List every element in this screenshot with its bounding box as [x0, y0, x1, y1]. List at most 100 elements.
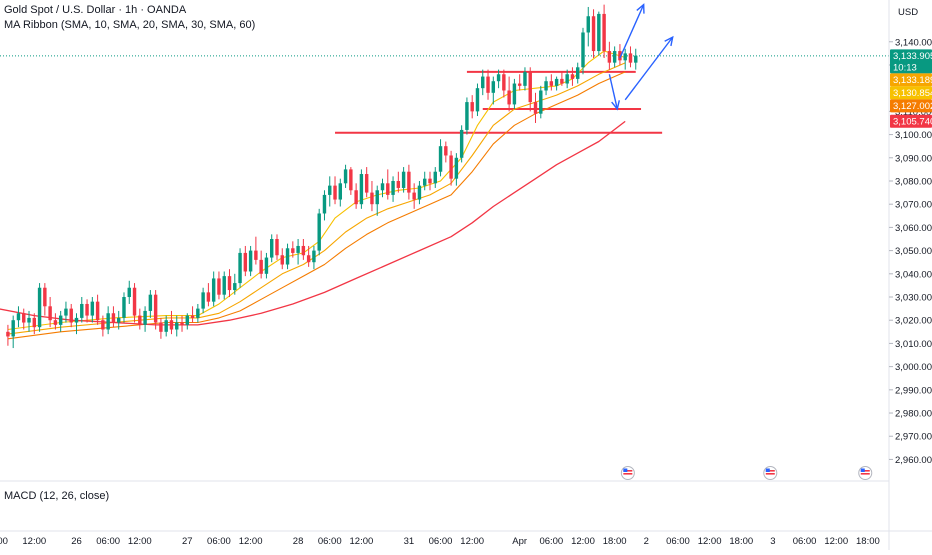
candle-body: [64, 308, 68, 316]
candle-body: [539, 90, 543, 114]
candle-body: [159, 322, 163, 332]
candle-body: [349, 169, 353, 191]
candle-body: [549, 81, 554, 86]
candle-body: [602, 13, 606, 52]
candle-body: [322, 194, 327, 214]
x-tick-label: 3: [770, 536, 775, 547]
candle-body: [53, 320, 58, 325]
candle-body: [612, 51, 617, 63]
candle-body: [169, 320, 174, 330]
y-tick-label: 2,960.000: [895, 455, 932, 466]
candle-body: [475, 88, 480, 112]
ma-line-sma-10: [7, 50, 626, 331]
candle-body: [269, 239, 274, 258]
x-tick-label: 06:00: [429, 536, 453, 547]
candle-body: [196, 308, 200, 318]
candle-body: [591, 16, 596, 52]
x-tick-label: 06:00: [96, 536, 120, 547]
candle-body: [333, 185, 337, 200]
projection-arrow-line[interactable]: [619, 4, 645, 59]
indicator-legend[interactable]: MA Ribbon (SMA, 10, SMA, 20, SMA, 30, SM…: [4, 19, 256, 31]
candle-body: [101, 320, 105, 330]
candle-body: [285, 248, 290, 265]
candle-body: [459, 129, 464, 158]
us-flag-stripe-icon: [623, 470, 633, 472]
candle-body: [95, 301, 100, 321]
x-tick-label: 06:00: [318, 536, 342, 547]
y-tick-label: 3,000.000: [895, 362, 932, 373]
price-tag[interactable]: [890, 73, 932, 87]
candle-body: [481, 76, 485, 89]
us-flag-canton-icon: [765, 468, 770, 472]
candle-body: [386, 183, 390, 195]
candle-body: [444, 146, 448, 156]
price-tag-countdown: 10:13: [893, 62, 917, 73]
y-tick-label: 2,970.000: [895, 432, 932, 443]
candle-body: [58, 315, 63, 325]
candle-body: [623, 53, 627, 61]
projection-arrow-line[interactable]: [624, 36, 674, 101]
candle-body: [565, 74, 569, 84]
y-tick-label: 3,080.000: [895, 176, 932, 187]
price-tag[interactable]: [890, 114, 932, 128]
candle-body: [433, 171, 437, 184]
x-tick-label: 2: [644, 536, 649, 547]
candle-body: [43, 287, 47, 307]
projection-arrowhead: [636, 3, 645, 14]
candle-body: [306, 255, 311, 263]
x-tick-label: 28: [293, 536, 304, 547]
y-tick-label: 3,010.000: [895, 339, 932, 350]
candle-body: [238, 252, 242, 284]
candle-body: [470, 102, 474, 112]
candle-body: [465, 102, 469, 130]
candle-body: [428, 178, 432, 184]
candle-body: [581, 32, 585, 68]
candle-body: [190, 315, 195, 318]
currency-label[interactable]: USD: [898, 7, 918, 18]
candle-body: [206, 292, 211, 302]
price-tag-value: 3,105.740: [893, 117, 932, 128]
candle-body: [296, 245, 300, 253]
symbol-title[interactable]: Gold Spot / U.S. Dollar · 1h · OANDA: [4, 4, 187, 16]
candle-body: [116, 317, 121, 323]
x-tick-label: 00: [0, 536, 8, 547]
candle-body: [227, 276, 232, 291]
candle-body: [517, 83, 522, 86]
macd-legend[interactable]: MACD (12, 26, close): [4, 490, 110, 502]
price-tag[interactable]: [890, 49, 932, 74]
candle-body: [211, 278, 216, 302]
candle-body: [243, 252, 248, 272]
candle-body: [396, 180, 401, 188]
y-tick-label: 2,990.000: [895, 385, 932, 396]
candle-body: [153, 294, 158, 323]
x-tick-label: 26: [71, 536, 82, 547]
candle-body: [618, 51, 622, 61]
candle-body: [222, 276, 226, 295]
candle-body: [90, 301, 95, 316]
price-tag[interactable]: [890, 86, 932, 100]
candle-body: [275, 239, 279, 256]
candle-body: [449, 155, 453, 179]
candle-body: [48, 306, 52, 321]
us-flag-canton-icon: [623, 468, 628, 472]
candle-body: [74, 317, 79, 323]
candle-body: [80, 303, 84, 318]
y-tick-label: 3,030.000: [895, 293, 932, 304]
candle-body: [248, 250, 253, 272]
candle-body: [496, 74, 501, 82]
candle-body: [37, 287, 42, 328]
candle-body: [454, 157, 459, 179]
candle-body: [391, 180, 395, 195]
candle-body: [338, 183, 343, 200]
x-tick-label: 12:00: [22, 536, 46, 547]
candle-body: [586, 16, 590, 33]
us-flag-canton-icon: [860, 468, 865, 472]
y-tick-label: 3,050.000: [895, 246, 932, 257]
price-tag[interactable]: [890, 99, 932, 113]
projection-arrow-line[interactable]: [608, 74, 618, 110]
x-tick-label: 18:00: [729, 536, 753, 547]
y-tick-label: 3,090.000: [895, 153, 932, 164]
candle-body: [233, 283, 237, 291]
